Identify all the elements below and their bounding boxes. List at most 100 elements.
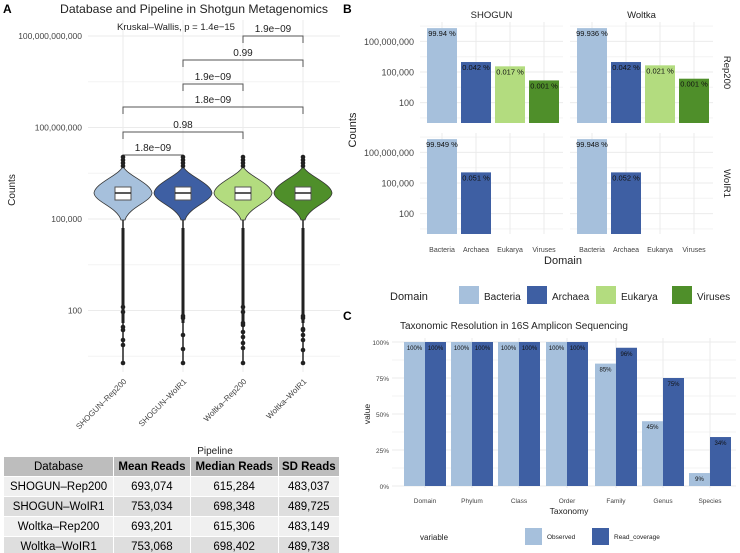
outlier-point (240, 340, 246, 346)
y-tick-label: 100,000,000,000 (18, 31, 82, 41)
outlier-point (300, 332, 306, 338)
outlier-point (300, 347, 306, 353)
outlier-point (120, 360, 126, 366)
p-value-label: 1.8e−09 (195, 95, 232, 106)
outlier-point (240, 304, 246, 310)
bar (567, 342, 588, 486)
bar-value-label: 99.936 % (576, 29, 608, 38)
x-tick-label: Domain (414, 498, 437, 505)
table-cell: 489,738 (277, 536, 341, 553)
x-tick-label: Eukarya (647, 247, 673, 254)
x-axis-title: Taxonomy (550, 506, 589, 516)
outlier-band (181, 228, 185, 323)
bar-value-label: 100% (522, 346, 538, 352)
comparison-bracket (122, 106, 304, 114)
p-value-label: 1.8e−09 (135, 143, 172, 154)
table-cell: Woltka–Rep200 (2, 516, 115, 537)
x-tick-label: Class (511, 498, 528, 505)
x-tick-label: Bacteria (579, 247, 605, 254)
legend-swatch (672, 286, 692, 304)
table-cell: 615,284 (189, 476, 279, 497)
table-cell: 753,034 (113, 496, 191, 517)
table-row: SHOGUN–Rep200 693,074 615,284 483,037 (2, 476, 341, 497)
table-cell: 693,201 (113, 516, 191, 537)
x-tick-label: Viruses (532, 247, 556, 254)
table-header: Database (2, 456, 115, 477)
y-tick-label: 100,000,000 (364, 37, 414, 47)
bar (498, 342, 519, 486)
bar (645, 65, 675, 123)
x-tick-label: Eukarya (497, 247, 523, 254)
table-cell: 753,068 (113, 536, 191, 553)
chart-title: Database and Pipeline in Shotgun Metagen… (60, 2, 328, 16)
legend-title: variable (420, 533, 449, 542)
legend-swatch (527, 286, 547, 304)
y-tick-label: 50% (376, 412, 389, 419)
bar (689, 473, 710, 486)
y-tick-label: 0% (380, 484, 390, 491)
outlier-point (240, 334, 246, 340)
outlier-point (300, 163, 306, 169)
bar-value-label: 99.949 % (426, 140, 458, 149)
bar-value-label: 34% (714, 441, 727, 447)
legend-swatch (525, 528, 542, 545)
x-tick-label: Genus (653, 498, 673, 505)
table-cell: 698,402 (189, 536, 279, 553)
bar-value-label: 100% (549, 346, 565, 352)
x-tick-label: Viruses (682, 247, 706, 254)
table-cell: SHOGUN–WoIR1 (2, 496, 115, 517)
comparison-bracket (242, 35, 304, 43)
bar-value-label: 0.001 % (530, 81, 558, 90)
x-tick-label: Archaea (463, 247, 489, 254)
bar (710, 437, 731, 486)
legend-label: Read_coverage (614, 534, 660, 541)
p-value-label: 0.99 (233, 48, 253, 59)
bar-value-label: 0.021 % (646, 66, 674, 75)
facet-row-label: Rep200 (721, 56, 732, 89)
p-value-label: 1.9e−09 (195, 72, 232, 83)
bar-value-label: 9% (695, 477, 704, 483)
outlier-point (240, 163, 246, 169)
comparison-bracket (122, 131, 244, 139)
bar-value-label: 100% (407, 346, 423, 352)
legend-label: Observed (547, 534, 576, 541)
p-value-label: 1.9e−09 (255, 24, 292, 35)
x-tick-label: Woltka–WoIR1 (265, 377, 309, 421)
bar-value-label: 100% (454, 346, 470, 352)
test-label: Kruskal–Wallis, p = 1.4e−15 (117, 22, 235, 33)
bar (425, 342, 446, 486)
x-tick-label: Family (606, 498, 626, 505)
bar (679, 78, 709, 123)
table-header: SD Reads (277, 456, 341, 477)
outlier-point (120, 324, 126, 330)
bar-value-label: 0.042 % (612, 63, 640, 72)
y-tick-label: 75% (376, 376, 389, 383)
table-cell: 693,074 (113, 476, 191, 497)
outlier-point (120, 342, 126, 348)
bar-value-label: 100% (475, 346, 491, 352)
outlier-point (120, 337, 126, 343)
table-cell: 615,306 (189, 516, 279, 537)
bar (611, 62, 641, 123)
outlier-point (240, 360, 246, 366)
panel-letter: C (343, 309, 352, 323)
y-tick-label: 100 (399, 98, 414, 108)
y-tick-label: 100% (372, 340, 389, 347)
table-header: Mean Reads (113, 456, 191, 477)
bar-value-label: 0.001 % (680, 80, 708, 89)
bar-value-label: 0.017 % (496, 67, 524, 76)
bar (616, 347, 637, 486)
y-tick-label: 100,000 (381, 68, 414, 78)
y-tick-label: 100,000,000 (364, 148, 414, 158)
facet-row-label: WoIR1 (721, 169, 732, 198)
y-axis-title: value (362, 404, 372, 425)
outlier-band (301, 228, 305, 323)
bar (595, 363, 616, 486)
outlier-point (240, 309, 246, 315)
outlier-point (120, 309, 126, 315)
outlier-point (120, 163, 126, 169)
x-axis-title: Domain (544, 255, 582, 267)
bar (642, 421, 663, 486)
bar (495, 66, 525, 123)
bar (577, 28, 607, 123)
